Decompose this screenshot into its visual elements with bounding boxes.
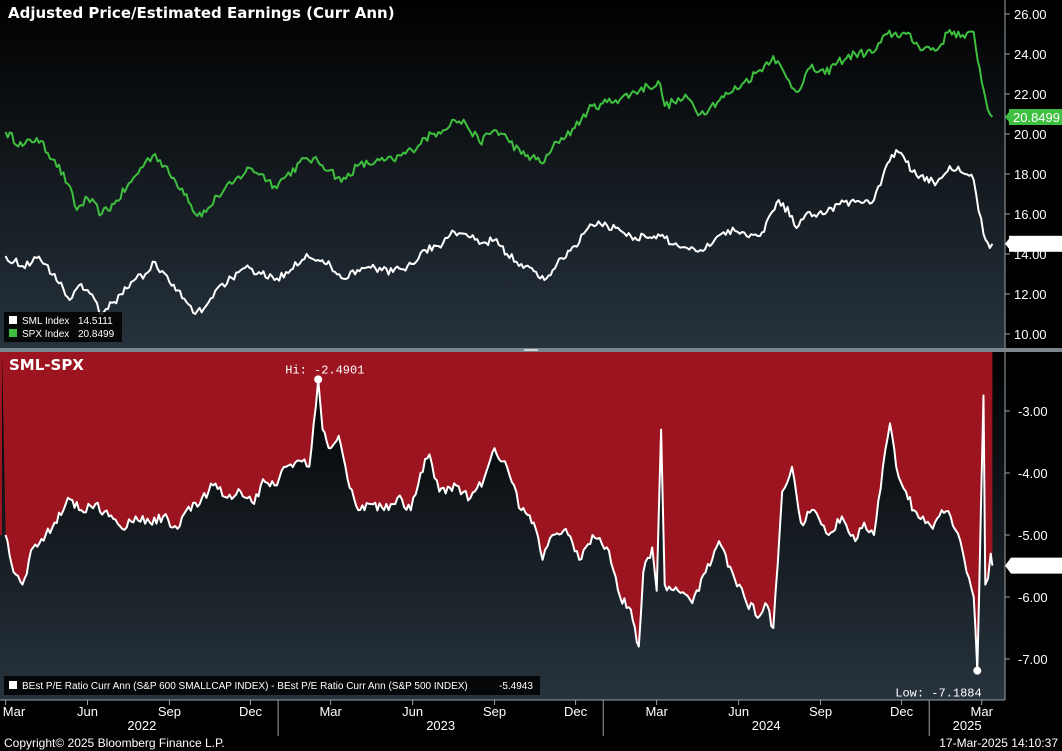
last-value-tag-sml (1009, 235, 1062, 252)
last-value-tag-spx (1009, 109, 1062, 125)
low-marker (973, 666, 982, 675)
spread-last-value-tag (1011, 557, 1062, 574)
x-tick-label-month: Jun (728, 704, 749, 719)
bottom-y-tick-label: -5.00 (1018, 528, 1048, 543)
spread-line (4, 378, 994, 672)
top-legend-box (4, 312, 122, 342)
x-tick-label-year: 2023 (426, 718, 455, 733)
last-value-pointer (1005, 112, 1009, 122)
top-panel-title: Adjusted Price/Estimated Earnings (Curr … (8, 4, 395, 22)
x-tick-label-month: Sep (483, 704, 506, 719)
top-y-tick-label: 26.00 (1014, 7, 1047, 22)
x-tick-label-month: Mar (319, 704, 342, 719)
top-y-tick-label: 12.00 (1014, 287, 1047, 302)
x-tick-label-year: 2025 (953, 718, 982, 733)
x-tick-label-year: 2022 (127, 718, 156, 733)
top-y-tick-label: 16.00 (1014, 207, 1047, 222)
bottom-y-tick-label: -6.00 (1018, 590, 1048, 605)
top-y-tick-label: 24.00 (1014, 47, 1047, 62)
footer-timestamp: 17-Mar-2025 14:10:37 (939, 736, 1058, 750)
bottom-y-tick-label: -3.00 (1018, 404, 1048, 419)
legend-swatch-sml (9, 316, 17, 324)
series-line-spx (4, 29, 994, 218)
x-tick-label-month: Sep (809, 704, 832, 719)
panel-divider-grip (524, 349, 538, 351)
series-line-sml (4, 149, 994, 315)
top-y-tick-label: 10.00 (1014, 327, 1047, 342)
spread-last-pointer (1005, 557, 1011, 574)
x-tick-label-month: Mar (3, 704, 26, 719)
last-value-pointer (1005, 238, 1009, 249)
x-tick-label-month: Jun (402, 704, 423, 719)
bottom-y-tick-label: -4.00 (1018, 466, 1048, 481)
spread-last-value-label: -5.4943 (1013, 559, 1057, 574)
legend-spread-name: BEst P/E Ratio Curr Ann (S&P 600 SMALLCA… (22, 681, 468, 692)
legend-sml-name: SML Index (22, 316, 69, 327)
top-y-tick-label: 18.00 (1014, 167, 1047, 182)
top-panel-background (0, 0, 1005, 348)
x-tick-label-year: 2024 (752, 718, 781, 733)
legend-swatch-spx (9, 329, 17, 337)
x-tick-label-month: Sep (158, 704, 181, 719)
bottom-panel-title: SML-SPX (9, 356, 84, 374)
legend-spx-name: SPX Index (22, 329, 69, 340)
legend-sml-value: 14.5111 (78, 316, 113, 327)
hi-annotation: Hi: -2.4901 (285, 363, 364, 377)
x-tick-label-month: Mar (645, 704, 668, 719)
bottom-y-tick-label: -7.00 (1018, 652, 1048, 667)
footer-copyright: Copyright© 2025 Bloomberg Finance L.P. (4, 736, 225, 750)
x-tick-label-month: Dec (890, 704, 914, 719)
legend-spx-value: 20.8499 (78, 329, 115, 340)
spread-area-fill (2, 352, 993, 671)
last-value-label-sml: 14.5111 (1013, 237, 1058, 252)
spread-area-edge (0, 352, 2, 535)
x-tick-label-month: Mar (971, 704, 994, 719)
low-annotation: Low: -7.1884 (895, 687, 981, 701)
legend-swatch-spread (9, 681, 17, 689)
legend-spread-value: -5.4943 (499, 681, 533, 692)
hi-marker (314, 375, 323, 384)
x-axis-background (0, 700, 1062, 736)
top-y-tick-label: 20.00 (1014, 127, 1047, 142)
top-y-tick-label: 22.00 (1014, 87, 1047, 102)
x-tick-label-month: Jun (77, 704, 98, 719)
bottom-legend-box (4, 676, 540, 695)
x-tick-label-month: Dec (239, 704, 263, 719)
last-value-label-spx: 20.8499 (1013, 110, 1060, 125)
x-tick-label-month: Dec (564, 704, 588, 719)
